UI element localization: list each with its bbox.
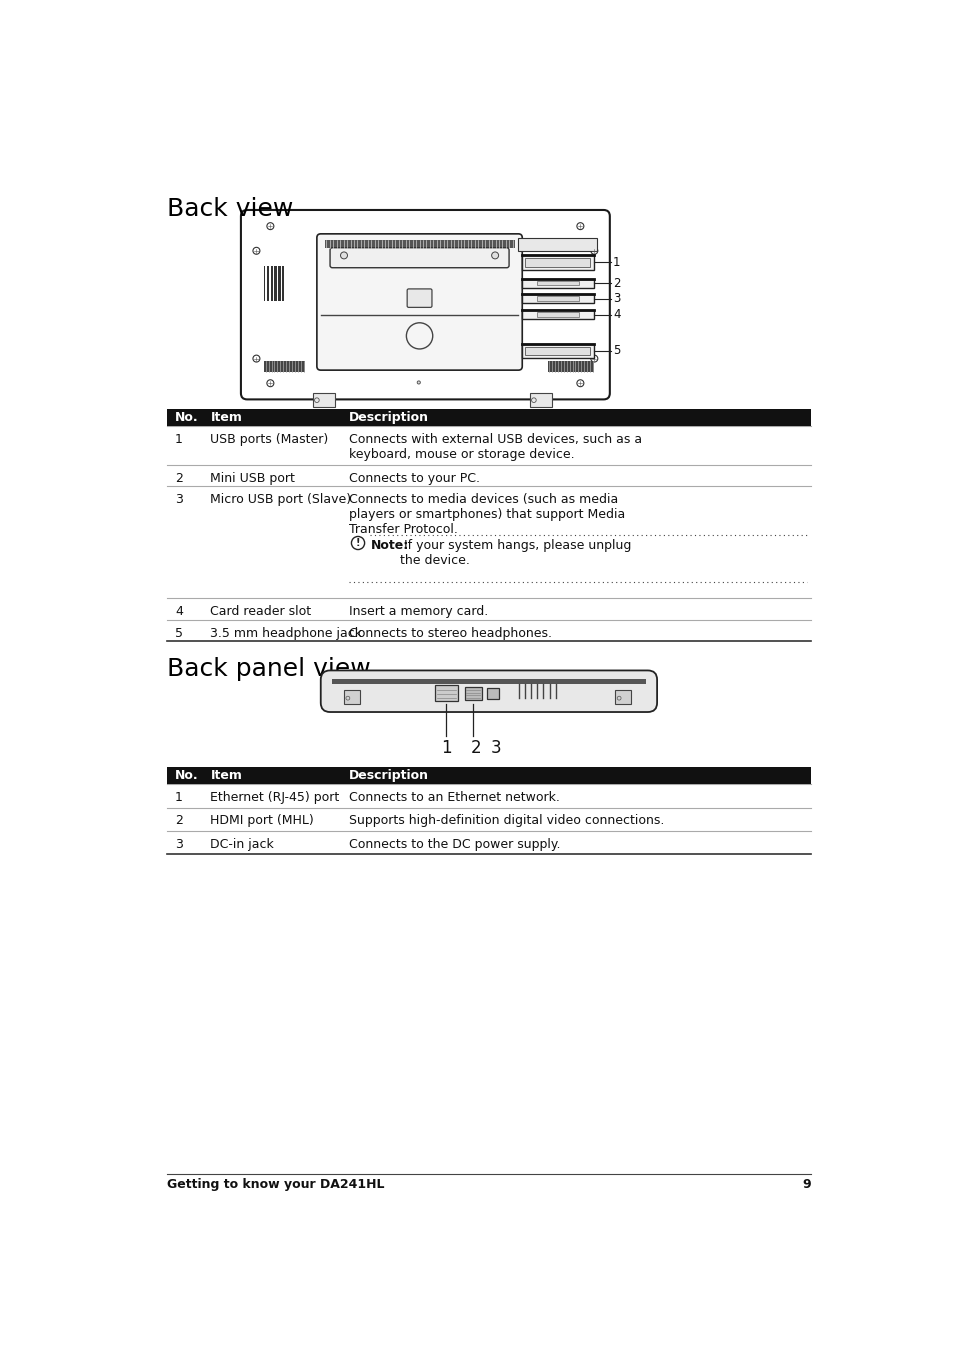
Text: 4: 4 xyxy=(174,604,183,618)
Text: HDMI port (MHL): HDMI port (MHL) xyxy=(211,814,314,827)
Text: 1: 1 xyxy=(612,256,619,269)
Text: USB ports (Master): USB ports (Master) xyxy=(211,433,329,446)
Bar xyxy=(521,310,593,319)
FancyBboxPatch shape xyxy=(330,247,509,268)
Bar xyxy=(525,258,590,266)
Text: Note:: Note: xyxy=(370,539,408,552)
Text: 5: 5 xyxy=(174,626,183,639)
Bar xyxy=(536,296,578,301)
Text: Connects to the DC power supply.: Connects to the DC power supply. xyxy=(349,837,559,850)
Text: 5: 5 xyxy=(612,345,619,357)
Text: 2: 2 xyxy=(174,472,183,485)
Bar xyxy=(313,393,335,407)
Text: 3: 3 xyxy=(612,292,619,306)
Bar xyxy=(521,293,593,303)
Bar xyxy=(324,241,514,247)
Text: 2: 2 xyxy=(612,277,619,289)
Bar xyxy=(530,393,551,407)
Text: 9: 9 xyxy=(801,1178,810,1191)
Text: 3: 3 xyxy=(490,740,500,757)
Bar xyxy=(521,279,593,288)
Bar xyxy=(517,238,597,250)
Bar xyxy=(167,408,810,426)
Text: 3: 3 xyxy=(174,493,183,507)
Text: DC-in jack: DC-in jack xyxy=(211,837,274,850)
Text: Getting to know your DA241HL: Getting to know your DA241HL xyxy=(167,1178,384,1191)
Text: Connects to stereo headphones.: Connects to stereo headphones. xyxy=(349,626,551,639)
Text: If your system hangs, please unplug
the device.: If your system hangs, please unplug the … xyxy=(399,539,631,566)
Bar xyxy=(521,343,593,358)
Bar xyxy=(536,312,578,316)
Bar xyxy=(547,361,594,372)
FancyBboxPatch shape xyxy=(241,210,609,399)
Text: No.: No. xyxy=(174,769,198,781)
Text: Mini USB port: Mini USB port xyxy=(211,472,295,485)
Bar xyxy=(521,256,593,269)
Text: Card reader slot: Card reader slot xyxy=(211,604,312,618)
Bar xyxy=(435,685,457,702)
Text: 2: 2 xyxy=(470,740,480,757)
Text: 3.5 mm headphone jack: 3.5 mm headphone jack xyxy=(211,626,362,639)
Circle shape xyxy=(491,251,498,258)
Circle shape xyxy=(406,323,433,349)
Text: Connects with external USB devices, such as a
keyboard, mouse or storage device.: Connects with external USB devices, such… xyxy=(349,433,641,461)
FancyBboxPatch shape xyxy=(320,671,657,713)
Bar xyxy=(344,690,359,703)
Bar xyxy=(332,679,645,684)
Circle shape xyxy=(416,381,420,384)
Text: Connects to media devices (such as media
players or smartphones) that support Me: Connects to media devices (such as media… xyxy=(349,493,624,537)
Text: 1: 1 xyxy=(440,740,451,757)
Text: Back panel view: Back panel view xyxy=(167,657,371,680)
FancyBboxPatch shape xyxy=(316,234,521,370)
Bar xyxy=(525,346,590,356)
Bar xyxy=(486,688,498,699)
Text: Connects to your PC.: Connects to your PC. xyxy=(349,472,479,485)
Text: Description: Description xyxy=(349,769,428,781)
Text: 4: 4 xyxy=(612,308,619,322)
Text: Micro USB port (Slave): Micro USB port (Slave) xyxy=(211,493,352,507)
Text: Item: Item xyxy=(211,769,242,781)
Text: Ethernet (RJ-45) port: Ethernet (RJ-45) port xyxy=(211,791,339,804)
Bar xyxy=(264,361,305,372)
Text: Insert a memory card.: Insert a memory card. xyxy=(349,604,488,618)
Bar xyxy=(464,687,481,700)
Bar xyxy=(536,281,578,285)
Text: 3: 3 xyxy=(174,837,183,850)
Text: 1: 1 xyxy=(174,433,183,446)
Text: Back view: Back view xyxy=(167,197,294,220)
Bar xyxy=(615,690,630,703)
Text: 2: 2 xyxy=(174,814,183,827)
Text: Item: Item xyxy=(211,411,242,425)
Text: Description: Description xyxy=(349,411,428,425)
Text: No.: No. xyxy=(174,411,198,425)
Text: Connects to an Ethernet network.: Connects to an Ethernet network. xyxy=(349,791,559,804)
Text: 1: 1 xyxy=(174,791,183,804)
Text: !: ! xyxy=(355,538,360,548)
Bar xyxy=(167,767,810,784)
Text: Supports high-definition digital video connections.: Supports high-definition digital video c… xyxy=(349,814,663,827)
FancyBboxPatch shape xyxy=(407,289,432,307)
Circle shape xyxy=(340,251,347,258)
